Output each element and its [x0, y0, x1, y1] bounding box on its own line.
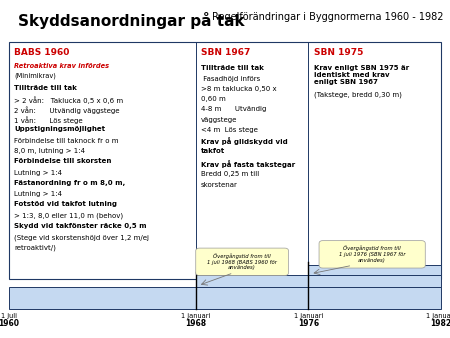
Text: Lutning > 1:4: Lutning > 1:4	[14, 191, 63, 197]
Text: SBN 1975: SBN 1975	[314, 48, 363, 57]
Text: väggstege: väggstege	[201, 117, 238, 123]
Text: 8,0 m, lutning > 1:4: 8,0 m, lutning > 1:4	[14, 148, 86, 154]
Text: Krav på glidskydd vid: Krav på glidskydd vid	[201, 137, 288, 145]
Text: 1 januari: 1 januari	[293, 313, 323, 319]
Text: (Takstege, bredd 0,30 m): (Takstege, bredd 0,30 m)	[314, 92, 401, 98]
Text: BABS 1960: BABS 1960	[14, 48, 70, 57]
Text: 2 vån:      Utvändig väggstege: 2 vån: Utvändig väggstege	[14, 106, 120, 114]
Text: Skydd vid takfönster räcke 0,5 m: Skydd vid takfönster räcke 0,5 m	[14, 223, 147, 229]
Text: 0,60 m: 0,60 m	[201, 96, 226, 102]
Text: 1968: 1968	[185, 319, 206, 329]
Text: 1 juli: 1 juli	[1, 313, 17, 319]
Text: SBN 1967: SBN 1967	[201, 48, 251, 57]
Text: Bredd 0,25 m till: Bredd 0,25 m till	[201, 171, 259, 177]
Text: 1 januari: 1 januari	[181, 313, 211, 319]
Text: Lutning > 1:4: Lutning > 1:4	[14, 170, 63, 176]
Text: Krav enligt SBN 1975 är
identiskt med krav
enligt SBN 1967: Krav enligt SBN 1975 är identiskt med kr…	[314, 65, 409, 84]
Text: 1 vån:      Lös stege: 1 vån: Lös stege	[14, 116, 83, 124]
Bar	[9, 42, 441, 279]
Text: Fasadhöjd införs: Fasadhöjd införs	[201, 76, 261, 82]
Text: 1982: 1982	[431, 319, 450, 329]
Text: Fästanordning fr o m 8,0 m,: Fästanordning fr o m 8,0 m,	[14, 180, 126, 186]
Text: (Stege vid skorstenshöjd över 1,2 m/ej: (Stege vid skorstenshöjd över 1,2 m/ej	[14, 235, 149, 241]
Text: Förbindelse till skorsten: Förbindelse till skorsten	[14, 158, 112, 164]
Text: > 1:3, 8,0 eller 11,0 m (behov): > 1:3, 8,0 eller 11,0 m (behov)	[14, 213, 123, 219]
Text: Uppstigningsmöjlighet: Uppstigningsmöjlighet	[14, 126, 105, 132]
Bar	[196, 275, 441, 287]
Text: retroaktivt/): retroaktivt/)	[14, 245, 56, 251]
Bar	[9, 287, 441, 309]
Text: 1976: 1976	[298, 319, 319, 329]
Bar	[308, 265, 441, 275]
Text: 1960: 1960	[0, 319, 19, 329]
Text: Skyddsanordningar på tak: Skyddsanordningar på tak	[18, 12, 245, 29]
Text: Retroaktiva krav infördes: Retroaktiva krav infördes	[14, 63, 109, 69]
Text: >8 m taklucka 0,50 x: >8 m taklucka 0,50 x	[201, 86, 277, 92]
FancyBboxPatch shape	[319, 241, 425, 268]
Text: Fotstöd vid takfot lutning: Fotstöd vid takfot lutning	[14, 201, 117, 208]
Text: <4 m  Lös stege: <4 m Lös stege	[201, 127, 258, 133]
Text: (Minimikrav): (Minimikrav)	[14, 73, 56, 79]
Text: Krav på fasta takstegar: Krav på fasta takstegar	[201, 160, 295, 168]
Text: Regelförändringar i Byggnormerna 1960 - 1982: Regelförändringar i Byggnormerna 1960 - …	[212, 12, 443, 22]
FancyBboxPatch shape	[196, 248, 288, 275]
Text: Övergångstid from till
1 juli 1976 (SBN 1967 för
användes): Övergångstid from till 1 juli 1976 (SBN …	[339, 246, 405, 263]
Text: 4-8 m      Utvändig: 4-8 m Utvändig	[201, 106, 266, 113]
Text: Förbindelse till taknock fr o m: Förbindelse till taknock fr o m	[14, 138, 119, 144]
Text: skorstenar: skorstenar	[201, 182, 238, 188]
Text: 1 januari: 1 januari	[426, 313, 450, 319]
Text: > 2 vån:   Taklucka 0,5 x 0,6 m: > 2 vån: Taklucka 0,5 x 0,6 m	[14, 96, 123, 104]
Text: takfot: takfot	[201, 148, 225, 154]
Text: Tillträde till tak: Tillträde till tak	[14, 84, 77, 91]
Text: Övergångstid from till
1 juli 1968 (BABS 1960 för
användes): Övergångstid from till 1 juli 1968 (BABS…	[207, 253, 277, 270]
Text: Tillträde till tak: Tillträde till tak	[201, 65, 264, 71]
